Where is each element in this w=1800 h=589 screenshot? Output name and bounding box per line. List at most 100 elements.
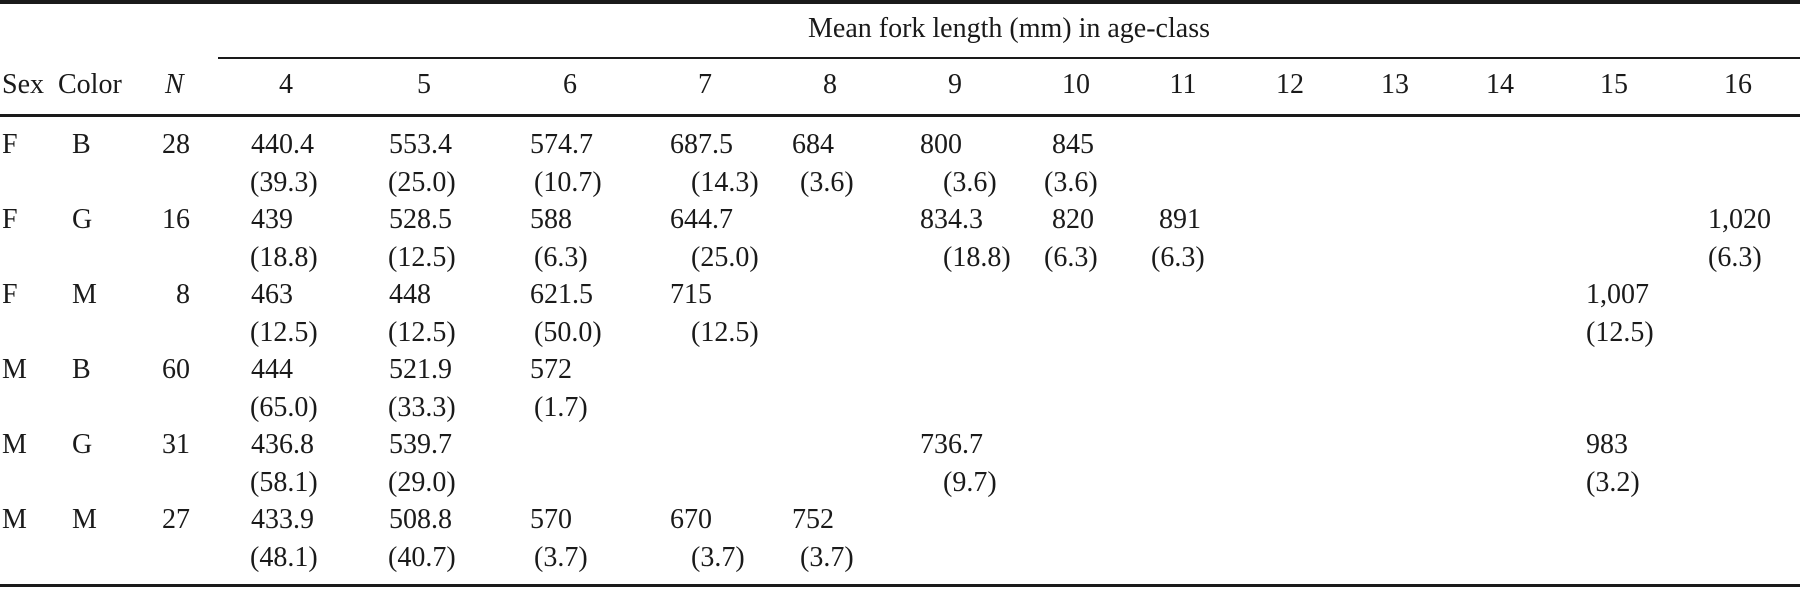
- header-age-10: 10: [1062, 69, 1090, 100]
- cell-n: 27: [162, 504, 190, 535]
- cell-color: G: [72, 429, 93, 460]
- header-age-13: 13: [1381, 69, 1409, 100]
- header-age-16: 16: [1724, 69, 1752, 100]
- cell-percent-age-10: (3.6): [1044, 167, 1098, 198]
- cell-mean-age-6: 588: [530, 204, 572, 235]
- cell-mean-age-5: 448: [389, 279, 431, 310]
- cell-percent-age-8: (3.6): [800, 167, 854, 198]
- header-age-11: 11: [1169, 69, 1197, 100]
- cell-mean-age-9: 800: [920, 129, 962, 160]
- cell-percent-age-6: (3.7): [534, 542, 588, 573]
- cell-mean-age-4: 444: [251, 354, 293, 385]
- header-age-12: 12: [1276, 69, 1304, 100]
- header-n: N: [165, 69, 184, 100]
- cell-color: M: [72, 279, 97, 310]
- header-age-15: 15: [1600, 69, 1628, 100]
- header-age-5: 5: [417, 69, 431, 100]
- cell-percent-age-5: (12.5): [388, 317, 456, 348]
- cell-percent-age-4: (65.0): [250, 392, 318, 423]
- cell-n: 8: [176, 279, 190, 310]
- cell-sex: F: [2, 129, 18, 160]
- cell-mean-age-5: 539.7: [389, 429, 452, 460]
- cell-mean-age-8: 752: [792, 504, 834, 535]
- header-color: Color: [58, 69, 122, 100]
- cell-percent-age-5: (12.5): [388, 242, 456, 273]
- cell-percent-age-15: (3.2): [1586, 467, 1640, 498]
- cell-percent-age-7: (14.3): [691, 167, 759, 198]
- cell-percent-age-7: (3.7): [691, 542, 745, 573]
- cell-mean-age-10: 845: [1052, 129, 1094, 160]
- cell-mean-age-5: 508.8: [389, 504, 452, 535]
- cell-n: 16: [162, 204, 190, 235]
- cell-percent-age-4: (39.3): [250, 167, 318, 198]
- cell-percent-age-4: (18.8): [250, 242, 318, 273]
- cell-percent-age-15: (12.5): [1586, 317, 1654, 348]
- header-age-9: 9: [948, 69, 962, 100]
- cell-percent-age-5: (29.0): [388, 467, 456, 498]
- top-rule: [0, 0, 1800, 4]
- cell-sex: M: [2, 504, 27, 535]
- cell-mean-age-5: 521.9: [389, 354, 452, 385]
- cell-percent-age-5: (33.3): [388, 392, 456, 423]
- cell-mean-age-6: 574.7: [530, 129, 593, 160]
- header-sex: Sex: [2, 69, 44, 100]
- cell-mean-age-7: 644.7: [670, 204, 733, 235]
- cell-percent-age-9: (3.6): [943, 167, 997, 198]
- header-age-7: 7: [698, 69, 712, 100]
- cell-sex: M: [2, 429, 27, 460]
- cell-mean-age-6: 621.5: [530, 279, 593, 310]
- cell-color: M: [72, 504, 97, 535]
- cell-mean-age-15: 1,007: [1586, 279, 1649, 310]
- cell-sex: F: [2, 204, 18, 235]
- header-age-8: 8: [823, 69, 837, 100]
- cell-percent-age-11: (6.3): [1151, 242, 1205, 273]
- bottom-rule: [0, 584, 1800, 587]
- cell-mean-age-15: 983: [1586, 429, 1628, 460]
- cell-sex: F: [2, 279, 18, 310]
- cell-percent-age-4: (58.1): [250, 467, 318, 498]
- cell-mean-age-9: 834.3: [920, 204, 983, 235]
- cell-mean-age-7: 670: [670, 504, 712, 535]
- header-age-4: 4: [279, 69, 293, 100]
- cell-percent-age-9: (18.8): [943, 242, 1011, 273]
- cell-mean-age-10: 820: [1052, 204, 1094, 235]
- cell-mean-age-7: 687.5: [670, 129, 733, 160]
- header-age-6: 6: [563, 69, 577, 100]
- age-class-spanner-heading: Mean fork length (mm) in age-class: [808, 13, 1210, 44]
- header-age-14: 14: [1486, 69, 1514, 100]
- cell-percent-age-9: (9.7): [943, 467, 997, 498]
- cell-n: 60: [162, 354, 190, 385]
- cell-percent-age-7: (25.0): [691, 242, 759, 273]
- cell-percent-age-4: (48.1): [250, 542, 318, 573]
- cell-percent-age-6: (1.7): [534, 392, 588, 423]
- header-rule: [0, 114, 1800, 117]
- cell-mean-age-4: 463: [251, 279, 293, 310]
- cell-mean-age-4: 440.4: [251, 129, 314, 160]
- cell-percent-age-4: (12.5): [250, 317, 318, 348]
- cell-sex: M: [2, 354, 27, 385]
- cell-percent-age-6: (6.3): [534, 242, 588, 273]
- cell-percent-age-7: (12.5): [691, 317, 759, 348]
- cell-n: 28: [162, 129, 190, 160]
- cell-percent-age-6: (50.0): [534, 317, 602, 348]
- cell-mean-age-4: 439: [251, 204, 293, 235]
- cell-mean-age-7: 715: [670, 279, 712, 310]
- cell-mean-age-5: 553.4: [389, 129, 452, 160]
- cell-mean-age-6: 572: [530, 354, 572, 385]
- cell-n: 31: [162, 429, 190, 460]
- cell-mean-age-16: 1,020: [1708, 204, 1771, 235]
- cell-mean-age-4: 436.8: [251, 429, 314, 460]
- cell-mean-age-4: 433.9: [251, 504, 314, 535]
- cell-mean-age-9: 736.7: [920, 429, 983, 460]
- cell-mean-age-6: 570: [530, 504, 572, 535]
- cell-mean-age-11: 891: [1159, 204, 1201, 235]
- cell-color: G: [72, 204, 93, 235]
- cell-percent-age-6: (10.7): [534, 167, 602, 198]
- cell-percent-age-16: (6.3): [1708, 242, 1762, 273]
- spanner-rule: [218, 57, 1800, 59]
- cell-mean-age-5: 528.5: [389, 204, 452, 235]
- cell-percent-age-10: (6.3): [1044, 242, 1098, 273]
- cell-percent-age-5: (40.7): [388, 542, 456, 573]
- cell-color: B: [72, 354, 91, 385]
- cell-percent-age-8: (3.7): [800, 542, 854, 573]
